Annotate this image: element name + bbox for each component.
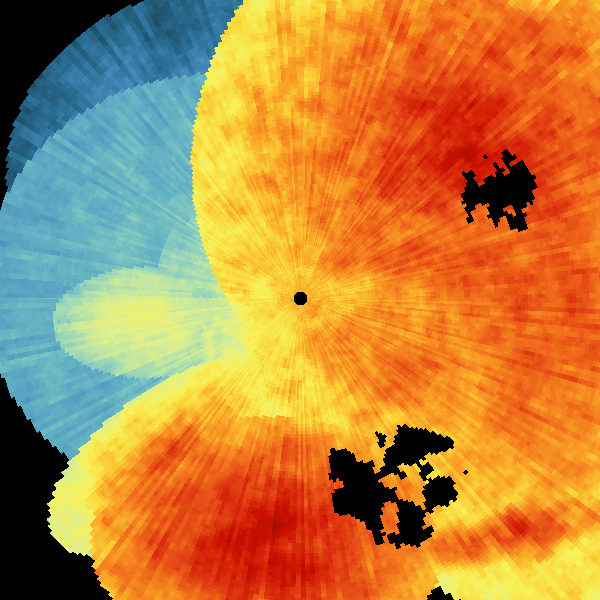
radar-reflectivity-canvas[interactable] xyxy=(0,0,600,600)
radar-display[interactable] xyxy=(0,0,600,600)
